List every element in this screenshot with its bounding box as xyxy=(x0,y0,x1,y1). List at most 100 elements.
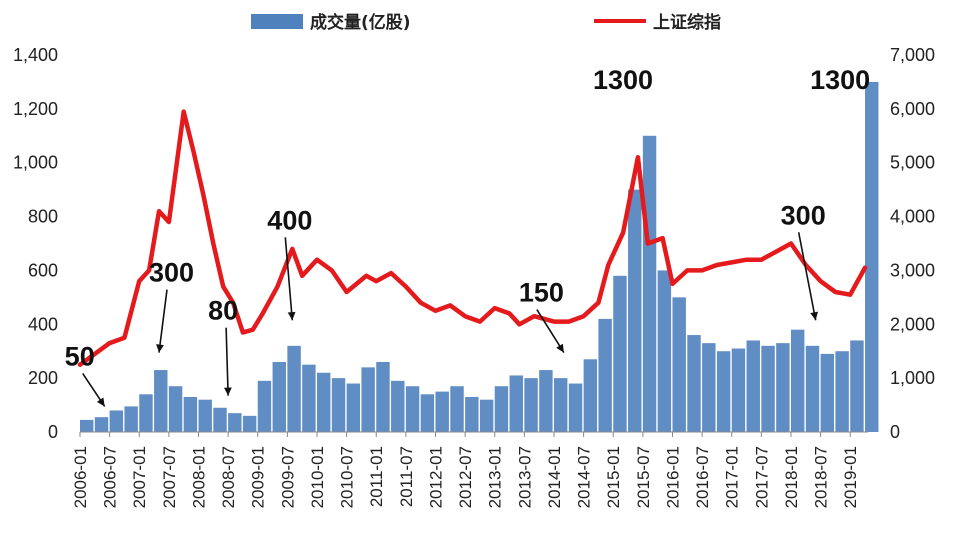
x-tick-label: 2011-01 xyxy=(367,446,386,507)
volume-bar xyxy=(672,297,686,432)
x-tick-label: 2017-07 xyxy=(752,446,771,508)
volume-bar xyxy=(494,386,509,432)
volume-bar xyxy=(687,335,701,432)
x-tick-label: 2007-01 xyxy=(130,446,149,508)
right-tick-label: 4,000 xyxy=(890,207,935,227)
right-axis: 0 1,000 2,000 3,000 4,000 5,000 6,000 7,000 xyxy=(890,45,935,442)
left-axis: 0 200 400 600 800 1,000 1,200 1,400 xyxy=(13,45,58,442)
volume-bar xyxy=(731,348,746,432)
x-tick-label: 2006-01 xyxy=(71,446,90,508)
annotation-arrowhead xyxy=(156,344,164,353)
x-tick-label: 2007-07 xyxy=(160,446,179,508)
volume-bar xyxy=(716,351,731,432)
annotation-arrowhead xyxy=(556,343,564,353)
annotation-label: 50 xyxy=(65,341,95,371)
right-tick-label: 6,000 xyxy=(890,99,935,119)
volume-bar xyxy=(805,345,820,432)
volume-bar xyxy=(613,275,627,432)
volume-bar xyxy=(346,383,361,432)
volume-bar xyxy=(242,415,257,432)
annotation-arrowhead xyxy=(96,397,105,407)
left-tick-label: 200 xyxy=(28,368,58,388)
volume-bar xyxy=(628,189,642,432)
x-tick-label: 2012-01 xyxy=(426,446,445,508)
volume-bar xyxy=(198,399,212,432)
annotation-label: 1300 xyxy=(593,65,653,95)
x-tick-label: 2010-07 xyxy=(338,446,357,508)
x-tick-label: 2014-01 xyxy=(545,446,564,508)
left-tick-label: 600 xyxy=(28,260,58,280)
volume-bar xyxy=(302,364,316,432)
volume-bars xyxy=(80,81,879,433)
volume-bar xyxy=(183,396,198,432)
left-tick-label: 0 xyxy=(48,422,58,442)
annotation-arrow xyxy=(284,237,294,321)
x-tick-label: 2006-07 xyxy=(101,446,120,508)
volume-bar xyxy=(539,370,553,432)
annotation-arrow xyxy=(797,232,817,321)
volume-bar xyxy=(702,343,716,432)
annotation-arrow xyxy=(158,289,168,353)
left-tick-label: 1,200 xyxy=(13,99,58,119)
right-tick-label: 2,000 xyxy=(890,314,935,334)
volume-bar xyxy=(376,361,390,432)
x-tick-label: 2013-07 xyxy=(515,446,534,508)
volume-bar xyxy=(109,410,124,432)
x-tick-label: 2014-07 xyxy=(575,446,594,508)
x-tick-label: 2018-07 xyxy=(812,446,831,508)
volume-bar xyxy=(553,378,568,432)
left-tick-label: 400 xyxy=(28,314,58,334)
volume-bar xyxy=(583,359,598,432)
x-tick-label: 2008-01 xyxy=(189,446,208,508)
volume-bar xyxy=(228,413,242,432)
volume-bar xyxy=(331,378,346,432)
volume-bar xyxy=(776,343,790,432)
volume-bar xyxy=(568,383,583,432)
annotation-label: 300 xyxy=(149,258,194,288)
annotation-label: 80 xyxy=(208,296,238,326)
right-tick-label: 5,000 xyxy=(890,153,935,173)
legend-swatch-volume xyxy=(251,14,303,29)
volume-bar xyxy=(820,353,835,432)
x-tick-label: 2017-01 xyxy=(723,446,742,508)
volume-bar xyxy=(790,329,805,432)
volume-bar xyxy=(154,370,168,432)
annotation-arrowhead xyxy=(287,311,296,321)
volume-bar xyxy=(657,270,672,432)
x-axis: 2006-01 2006-07 2007-01 2007-07 2008-01 2008-… xyxy=(71,431,868,508)
volume-bar xyxy=(524,378,538,432)
annotation-arrowhead xyxy=(224,387,232,396)
x-tick-label: 2019-01 xyxy=(841,446,860,508)
volume-bar xyxy=(746,340,760,432)
x-tick-label: 2016-01 xyxy=(663,446,682,508)
annotation-label: 1300 xyxy=(810,65,870,95)
x-tick-label: 2009-01 xyxy=(249,446,268,508)
volume-bar xyxy=(316,372,331,432)
volume-bar xyxy=(761,345,775,432)
x-tick-label: 2010-01 xyxy=(308,446,327,508)
volume-bar xyxy=(139,394,153,432)
volume-bar xyxy=(213,407,227,432)
x-tick-label: 2012-07 xyxy=(456,446,475,508)
volume-bar xyxy=(361,367,375,432)
legend-label-index: 上证综指 xyxy=(653,12,721,33)
left-tick-label: 1,400 xyxy=(13,45,58,65)
x-tick-label: 2016-07 xyxy=(693,446,712,508)
volume-bar xyxy=(450,386,464,432)
right-tick-label: 1,000 xyxy=(890,368,935,388)
annotation-arrowhead xyxy=(810,311,818,321)
right-tick-label: 3,000 xyxy=(890,260,935,280)
volume-bar xyxy=(287,345,301,432)
volume-bar xyxy=(257,380,272,432)
volume-bar xyxy=(272,361,286,432)
x-tick-label: 2011-07 xyxy=(397,446,416,507)
volume-bar xyxy=(865,81,879,432)
annotation-label: 300 xyxy=(781,200,826,230)
volume-bar xyxy=(642,135,657,433)
x-tick-label: 2018-01 xyxy=(782,446,801,508)
x-tick-label: 2015-07 xyxy=(634,446,653,508)
volume-bar xyxy=(94,417,109,432)
legend: 成交量(亿股) 上证综指 xyxy=(251,12,721,33)
annotation-label: 400 xyxy=(267,205,312,235)
